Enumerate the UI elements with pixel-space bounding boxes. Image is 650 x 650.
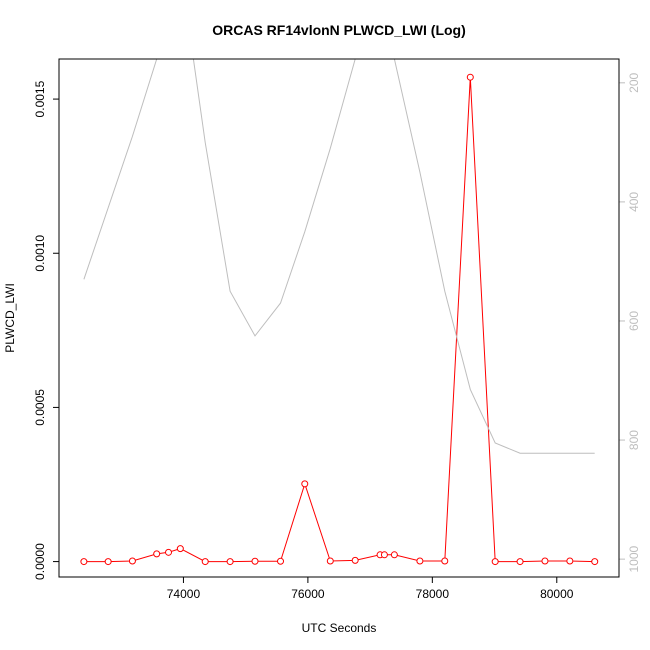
data-point	[380, 551, 388, 559]
y2-tick-label: 1000	[627, 545, 641, 572]
x-tick-label: 80000	[540, 587, 574, 601]
plot-frame	[58, 58, 620, 578]
y-tick-label: 0.0005	[33, 389, 47, 426]
x-tick-label: 74000	[167, 587, 201, 601]
data-point	[277, 557, 285, 565]
y2-tick-label: 800	[627, 430, 641, 450]
chart-title: ORCAS RF14vlonN PLWCD_LWI (Log)	[212, 22, 466, 38]
data-point	[128, 557, 136, 565]
y-tick-label: 0.0010	[33, 235, 47, 272]
y2-tick-label: 600	[627, 311, 641, 331]
data-point	[104, 558, 112, 566]
data-point	[351, 556, 359, 564]
y-tick-label: 0.0015	[33, 80, 47, 117]
data-point	[201, 558, 209, 566]
x-tick-label: 76000	[291, 587, 325, 601]
data-point	[80, 558, 88, 566]
primary-series-line	[83, 77, 595, 563]
data-point	[591, 558, 599, 566]
axes: 74000 76000 78000 80000 0.0000 0.0005 0.0010 0.…	[33, 72, 641, 601]
x-tick-label: 78000	[416, 587, 450, 601]
secondary-series-line	[83, 59, 595, 454]
data-point	[566, 557, 574, 565]
y2-tick-label: 200	[627, 72, 641, 92]
data-point	[466, 73, 474, 81]
y2-tick-label: 400	[627, 192, 641, 212]
data-point	[226, 558, 234, 566]
data-point	[251, 557, 259, 565]
data-point	[390, 551, 398, 559]
data-point	[153, 550, 161, 558]
series-layer	[80, 59, 599, 566]
x-axis-label: UTC Seconds	[302, 621, 377, 635]
data-point	[176, 545, 184, 553]
data-point	[516, 558, 524, 566]
y-tick-label: 0.0000	[33, 543, 47, 580]
data-point	[541, 557, 549, 565]
data-point	[301, 480, 309, 488]
data-point	[165, 548, 173, 556]
data-point	[491, 558, 499, 566]
data-point	[326, 557, 334, 565]
data-point	[441, 557, 449, 565]
y-axis-label: PLWCD_LWI	[3, 283, 17, 353]
data-point	[416, 557, 424, 565]
